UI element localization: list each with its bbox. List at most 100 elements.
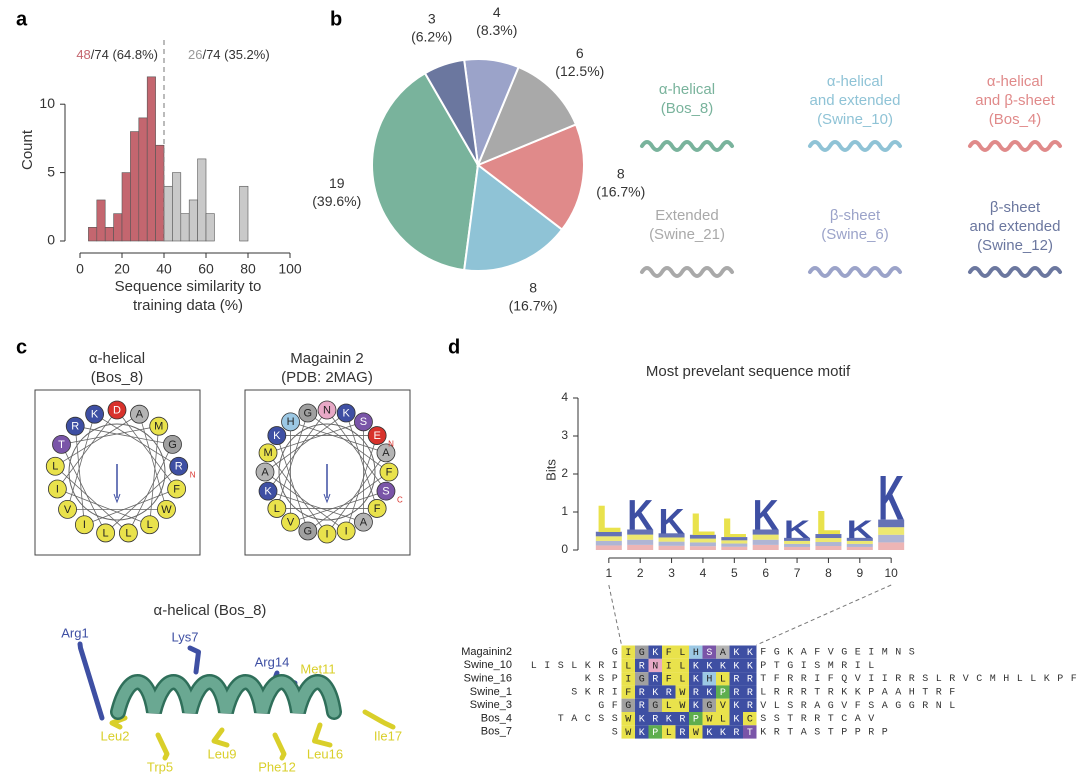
residue-highlight — [662, 725, 676, 739]
wheel-link — [307, 471, 390, 532]
sequence-name: Swine_3 — [470, 699, 512, 711]
logo-stack — [658, 545, 685, 550]
wheel-link — [128, 444, 173, 534]
sequence-name: Swine_10 — [464, 659, 512, 671]
wheel-box — [34, 389, 201, 556]
side-chain — [362, 709, 396, 730]
wheel-link — [276, 412, 309, 509]
zoom-line — [608, 584, 622, 646]
annotation-part: /74 (35.2%) — [202, 47, 269, 62]
residue-label: N — [323, 404, 331, 416]
motif-residue: L — [679, 648, 693, 659]
residue-circle — [255, 462, 275, 482]
residue-highlight — [702, 658, 716, 673]
residue-circle — [298, 403, 318, 423]
residue-label: S — [360, 416, 367, 428]
motif-residue: G — [639, 648, 653, 659]
residue-label: K — [264, 486, 272, 498]
side-chain — [272, 732, 287, 761]
zoom-line — [756, 584, 892, 646]
wheel-link — [267, 452, 328, 535]
residue-label: L — [103, 527, 109, 539]
residue-label: I — [56, 483, 59, 495]
residue-label: Arg1 — [61, 625, 88, 640]
moment-arrowhead — [113, 493, 121, 504]
residue-circle — [157, 499, 176, 519]
residue-highlight — [716, 685, 730, 699]
residue-highlight — [648, 698, 662, 712]
residue-circle — [52, 434, 71, 454]
residue-label: H — [287, 416, 295, 428]
x-tick-label: 5 — [731, 566, 738, 580]
motif-residue: S — [706, 648, 720, 659]
logo-title: Most prevelant sequence motif — [646, 363, 851, 380]
logo-letter: L — [596, 499, 622, 541]
residue-circle — [281, 512, 300, 532]
logo-stack — [752, 529, 779, 535]
class-label: (Swine_21) — [649, 226, 725, 243]
pie-slice — [423, 58, 479, 166]
wheel-link — [67, 414, 95, 510]
logo-stack — [784, 543, 811, 547]
residue-highlight — [621, 645, 635, 659]
structure-icon — [640, 266, 734, 278]
residue-circle — [149, 416, 169, 436]
wheel-title: (PDB: 2MAG) — [281, 369, 373, 386]
pie-slice — [476, 65, 578, 167]
residue-highlight — [716, 725, 730, 739]
residue-highlight — [702, 685, 716, 699]
motif-residue: K — [652, 648, 666, 659]
logo-stack — [627, 544, 654, 550]
sequence-prefix: S — [612, 727, 626, 738]
wheel-link — [105, 465, 180, 534]
motif-residue: K — [639, 714, 653, 725]
logo-letter: K — [784, 516, 811, 544]
wheel-link — [139, 414, 167, 510]
motif-residue: L — [666, 727, 680, 738]
residue-highlight — [689, 685, 703, 699]
wheel-link — [264, 412, 347, 473]
pie-value-label: 3 — [428, 10, 436, 26]
logo-stack — [595, 540, 622, 546]
residue-highlight — [716, 698, 730, 712]
logo-stack — [878, 527, 905, 535]
sequence-suffix: KRTASTPPRP — [760, 727, 895, 738]
sequence-motif: IGRFLKHLRR — [625, 674, 760, 685]
logo-stack — [815, 534, 842, 539]
sequence-motif: WKRKRPWLKC — [625, 714, 760, 725]
sequence-motif: GRGLWKGVKR — [625, 701, 760, 712]
y-tick-label: 4 — [561, 390, 568, 404]
x-tick-label: 100 — [278, 261, 302, 277]
logo-stack — [627, 539, 654, 545]
residue-highlight — [702, 698, 716, 712]
residue-highlight — [729, 698, 743, 712]
motif-residue: K — [733, 701, 747, 712]
pie-value-label: 8 — [617, 165, 625, 181]
class-label: β-sheet — [990, 199, 1041, 216]
motif-residue: K — [693, 701, 707, 712]
motif-residue: P — [720, 688, 734, 699]
y-tick-label: 0 — [47, 232, 55, 248]
motif-residue: R — [666, 688, 680, 699]
x-tick-label: 1 — [605, 566, 612, 580]
wheel-link — [74, 426, 85, 525]
x-tick-label: 8 — [825, 566, 832, 580]
x-tick-label: 7 — [794, 566, 801, 580]
motif-residue: R — [639, 688, 653, 699]
motif-residue: R — [639, 661, 653, 672]
pie-slice — [371, 71, 480, 272]
motif-residue: R — [747, 688, 761, 699]
logo-column: L — [689, 506, 716, 550]
residue-highlight — [648, 645, 662, 659]
residue-circle — [45, 456, 65, 476]
motif-residue: R — [679, 727, 693, 738]
histogram-bar — [163, 185, 173, 242]
logo-column: K — [658, 502, 685, 550]
residue-label: R — [175, 461, 183, 473]
class-label: α-helical — [827, 73, 883, 90]
residue-highlight — [743, 698, 757, 712]
residue-highlight — [689, 698, 703, 712]
sequence-prefix: KSP — [585, 674, 626, 685]
residue-circle — [298, 521, 318, 541]
motif-residue: K — [693, 674, 707, 685]
